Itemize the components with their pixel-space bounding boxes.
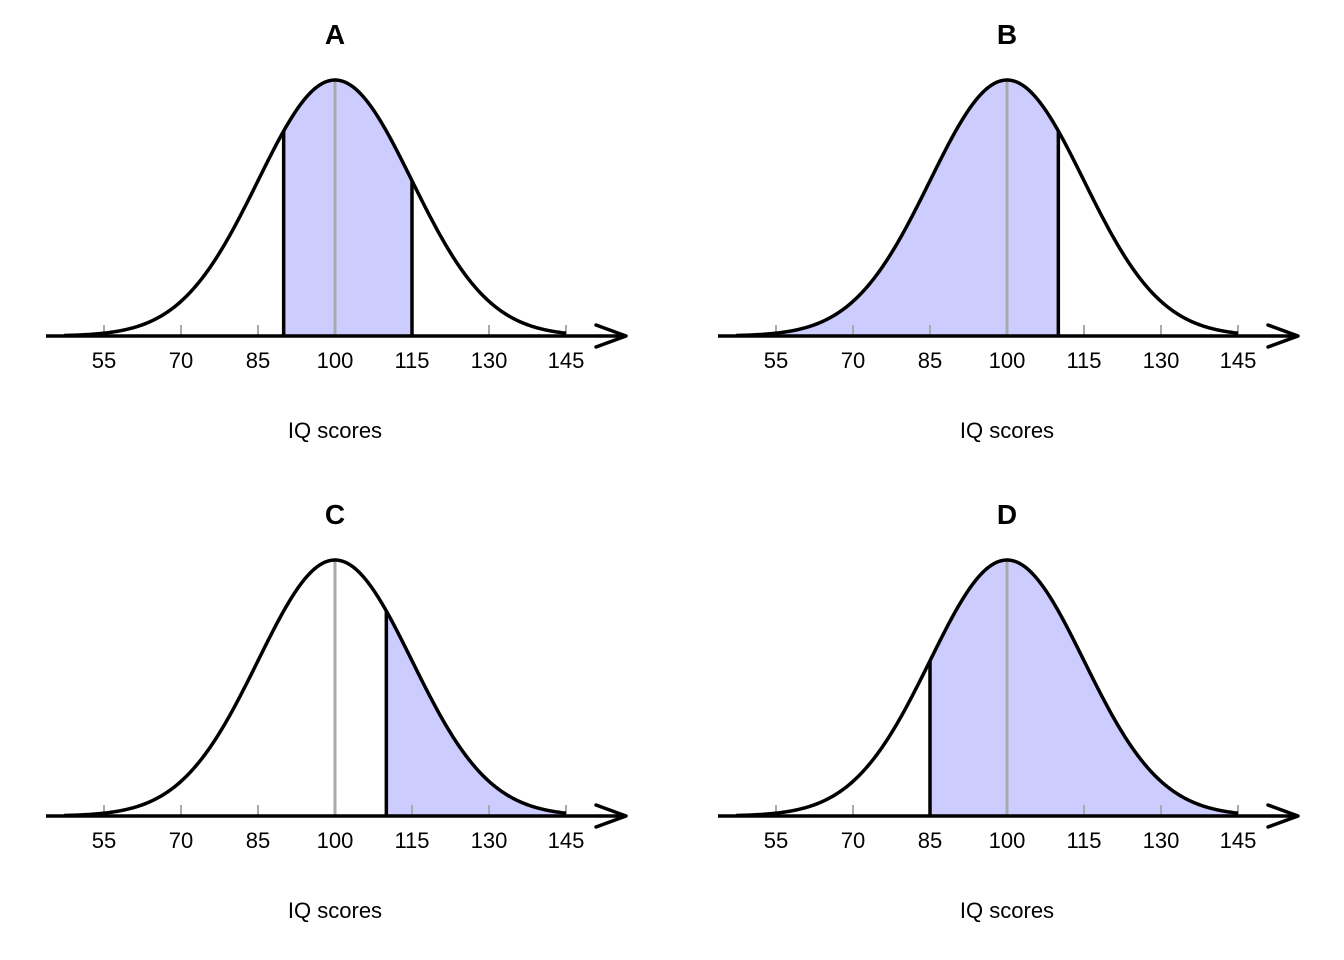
tick-label-55: 55 bbox=[764, 348, 788, 373]
bell-curve-c bbox=[63, 558, 567, 818]
x-axis-arrow-c bbox=[594, 803, 628, 829]
tick-label-55: 55 bbox=[92, 348, 116, 373]
shaded-region-c bbox=[386, 611, 566, 816]
tick-label-115: 115 bbox=[394, 348, 429, 373]
tick-label-130: 130 bbox=[1143, 348, 1180, 373]
panel-title-d: D bbox=[997, 499, 1017, 530]
panel-c: 55 70 85 100 115 130 145 C IQ scores bbox=[46, 499, 628, 923]
tick-label-55: 55 bbox=[764, 828, 788, 853]
tick-label-100: 100 bbox=[317, 828, 354, 853]
tick-label-130: 130 bbox=[1143, 828, 1180, 853]
x-axis-arrow-b bbox=[1266, 323, 1300, 349]
x-axis-arrow-a bbox=[594, 323, 628, 349]
tick-label-85: 85 bbox=[246, 348, 270, 373]
x-axis-label-c: IQ scores bbox=[288, 898, 382, 923]
tick-label-100: 100 bbox=[989, 828, 1026, 853]
bell-curve-a bbox=[63, 78, 567, 338]
x-axis-arrow-d bbox=[1266, 803, 1300, 829]
tick-label-115: 115 bbox=[1066, 348, 1101, 373]
shaded-region-b bbox=[736, 80, 1059, 336]
tick-label-145: 145 bbox=[548, 828, 585, 853]
tick-label-70: 70 bbox=[841, 348, 865, 373]
panel-title-b: B bbox=[997, 19, 1017, 50]
panel-d: 55 70 85 100 115 130 145 D IQ scores bbox=[718, 499, 1300, 923]
x-axis-label-d: IQ scores bbox=[960, 898, 1054, 923]
tick-label-55: 55 bbox=[92, 828, 116, 853]
panel-b: 55 70 85 100 115 130 145 B IQ scores bbox=[718, 19, 1300, 443]
tick-label-145: 145 bbox=[1220, 828, 1257, 853]
tick-label-85: 85 bbox=[918, 348, 942, 373]
x-axis-label-b: IQ scores bbox=[960, 418, 1054, 443]
x-axis-label-a: IQ scores bbox=[288, 418, 382, 443]
tick-label-70: 70 bbox=[169, 828, 193, 853]
bell-curve-d bbox=[735, 558, 1239, 818]
shaded-region-a bbox=[283, 80, 412, 336]
tick-label-85: 85 bbox=[918, 828, 942, 853]
panel-title-a: A bbox=[325, 19, 345, 50]
tick-label-115: 115 bbox=[394, 828, 429, 853]
panel-title-c: C bbox=[325, 499, 345, 530]
tick-label-70: 70 bbox=[841, 828, 865, 853]
tick-label-130: 130 bbox=[471, 348, 508, 373]
tick-label-115: 115 bbox=[1066, 828, 1101, 853]
shaded-region-d bbox=[930, 560, 1238, 816]
tick-label-70: 70 bbox=[169, 348, 193, 373]
bell-curve-b bbox=[735, 78, 1239, 338]
tick-label-130: 130 bbox=[471, 828, 508, 853]
tick-label-100: 100 bbox=[989, 348, 1026, 373]
tick-label-145: 145 bbox=[548, 348, 585, 373]
tick-label-85: 85 bbox=[246, 828, 270, 853]
panel-a: 55 70 85 100 115 130 145 A IQ scores bbox=[46, 19, 628, 443]
tick-label-145: 145 bbox=[1220, 348, 1257, 373]
tick-label-100: 100 bbox=[317, 348, 354, 373]
